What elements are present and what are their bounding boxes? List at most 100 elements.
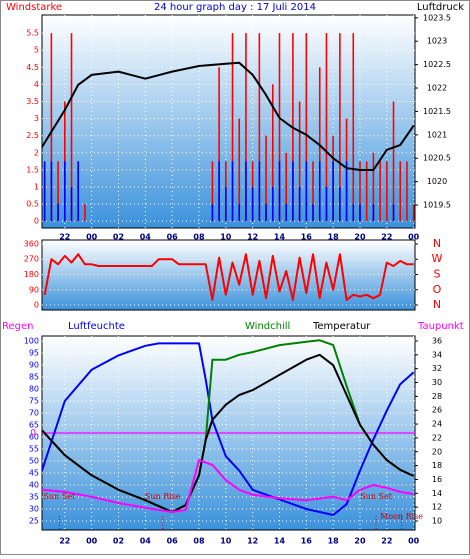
y-tick-label: 270: [24, 255, 39, 264]
series-line: [41, 459, 414, 513]
y-tick-label: 5: [34, 46, 39, 55]
y2-tick-label: 18: [432, 461, 442, 470]
legend-label: Windchill: [245, 321, 290, 332]
x-tick-label: 00: [408, 233, 420, 242]
x-tick-label: 10: [220, 537, 232, 546]
y2-tick-label: 28: [432, 392, 442, 401]
y2-tick-label: 1023.5: [423, 13, 451, 22]
x-tick-label: 20: [354, 233, 366, 242]
x-tick-label: 06: [167, 537, 179, 546]
x-tick-label: 00: [86, 537, 98, 546]
y2-tick-label: N: [433, 237, 441, 250]
y2-tick-label: 34: [432, 350, 442, 359]
y2-tick-label: 14: [432, 489, 442, 498]
y-tick-label: 90: [29, 285, 39, 294]
series-line: [41, 61, 415, 171]
y2-tick-label: 1020: [427, 177, 447, 186]
y-tick-label: 360: [24, 239, 39, 248]
annotation: Sun Rise: [145, 492, 181, 501]
y-tick-label: 180: [24, 270, 39, 279]
y-tick-label: 30: [29, 504, 39, 513]
y-tick-label: 75: [29, 396, 39, 405]
y2-tick-label: 22: [432, 433, 442, 442]
y3-tick-label: 0: [30, 429, 36, 439]
x-tick-label: 20: [354, 537, 366, 546]
x-tick-label: 22: [381, 537, 392, 546]
x-tick-label: 16: [301, 233, 313, 242]
y2-tick-label: N: [433, 298, 441, 311]
series-line: [43, 253, 414, 301]
x-tick-label: 00: [408, 537, 420, 546]
legend-label: Regen: [2, 321, 34, 332]
y-tick-label: 100: [24, 336, 39, 345]
plot-area: [41, 14, 416, 229]
y-tick-label: 1.5: [26, 165, 39, 174]
y-tick-label: 35: [29, 492, 39, 501]
y-tick-label: 25: [29, 516, 39, 525]
legend-label: Windstarke: [6, 2, 62, 13]
y2-tick-label: 30: [432, 378, 442, 387]
y2-tick-label: 1022.5: [423, 60, 451, 69]
x-tick-label: 14: [274, 537, 286, 546]
series-line: [41, 342, 415, 516]
x-tick-label: 04: [140, 233, 152, 242]
y2-tick-label: O: [433, 283, 442, 296]
y-tick-label: 3.5: [26, 97, 39, 106]
y-tick-label: 0: [34, 217, 39, 226]
x-tick-label: 16: [301, 537, 313, 546]
y2-tick-label: 1023: [427, 37, 447, 46]
y2-tick-label: 36: [432, 336, 442, 345]
y2-tick-label: 10: [432, 516, 442, 525]
annotation: Moon Rise: [380, 512, 423, 521]
x-tick-label: 12: [247, 233, 258, 242]
x-tick-label: 08: [193, 233, 205, 242]
x-tick-label: 22: [59, 537, 70, 546]
y-tick-label: 4.5: [26, 63, 39, 72]
y-tick-label: 2: [34, 148, 39, 157]
y2-tick-label: 16: [432, 475, 442, 484]
y-tick-label: 45: [29, 468, 39, 477]
legend-label: Luftfeuchte: [68, 321, 125, 332]
y-tick-label: 65: [29, 420, 39, 429]
x-tick-label: 06: [167, 233, 179, 242]
y2-tick-label: 26: [432, 406, 442, 415]
legend-label: Luftdruck: [417, 2, 464, 13]
x-tick-label: 18: [328, 537, 340, 546]
y-tick-label: 4: [34, 80, 39, 89]
annotation: Sun Set: [360, 492, 393, 501]
y-tick-label: 3: [34, 114, 39, 123]
y2-tick-label: 12: [432, 503, 442, 512]
x-tick-label: 02: [113, 233, 124, 242]
chart-title: 24 hour graph day : 17 Juli 2014: [154, 2, 316, 13]
y2-tick-label: 1021.5: [423, 107, 451, 116]
y2-tick-label: W: [432, 252, 443, 265]
y2-tick-label: S: [434, 268, 441, 281]
x-tick-label: 22: [381, 233, 392, 242]
x-tick-label: 02: [113, 537, 124, 546]
y-tick-label: 1: [34, 182, 39, 191]
annotation: Sun Set: [44, 492, 77, 501]
y2-tick-label: 1022: [427, 84, 447, 93]
y-tick-label: 50: [29, 456, 39, 465]
x-tick-label: 18: [328, 233, 340, 242]
x-tick-label: 22: [59, 233, 70, 242]
series-line: [41, 353, 415, 513]
y-tick-label: 5.5: [26, 29, 39, 38]
y-tick-label: 90: [29, 360, 39, 369]
y2-tick-label: 24: [432, 420, 442, 429]
y-tick-label: 0: [34, 301, 39, 310]
x-tick-label: 14: [274, 233, 286, 242]
legend-label: Taupunkt: [417, 321, 464, 332]
x-tick-label: 08: [193, 537, 205, 546]
y-tick-label: 95: [29, 348, 39, 357]
y-tick-label: 2.5: [26, 131, 39, 140]
y2-tick-label: 1020.5: [423, 154, 451, 163]
y-tick-label: 0.5: [26, 200, 39, 209]
y2-tick-label: 32: [432, 364, 442, 373]
y2-tick-label: 1021: [427, 130, 447, 139]
x-tick-label: 04: [140, 537, 152, 546]
y-tick-label: 70: [29, 408, 39, 417]
y-tick-label: 40: [29, 480, 39, 489]
